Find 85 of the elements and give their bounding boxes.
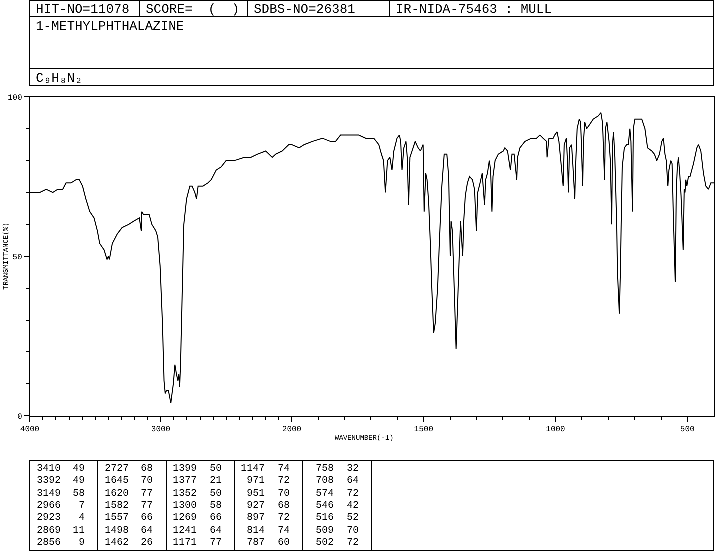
data-label: 11 <box>73 526 86 537</box>
category-label: 1171 <box>173 538 198 549</box>
text: HIT-NO=11078 <box>36 2 130 17</box>
category-label: 2869 <box>37 526 62 537</box>
category-label: 1377 <box>173 476 198 487</box>
category-label: 814 <box>247 526 266 537</box>
x-tick-label: 1500 <box>414 426 434 435</box>
category-label: 1557 <box>105 513 130 524</box>
y-tick-label: 50 <box>12 253 23 262</box>
category-label: 758 <box>316 464 334 475</box>
data-label: 52 <box>347 513 360 524</box>
data-label: 32 <box>347 464 360 475</box>
data-label: 72 <box>347 538 360 549</box>
category-label: 1241 <box>173 526 198 537</box>
y-tick-label: 100 <box>8 94 23 103</box>
data-label: 77 <box>141 501 154 512</box>
category-label: 1498 <box>105 526 130 537</box>
category-label: 2727 <box>105 464 130 475</box>
category-label: 1582 <box>105 501 130 512</box>
data-label: 26 <box>141 538 154 549</box>
category-label: 2966 <box>37 501 62 512</box>
x-tick-label: 2000 <box>282 426 302 435</box>
data-label: 42 <box>347 501 360 512</box>
category-label: 3392 <box>37 476 62 487</box>
x-tick-label: 500 <box>680 426 696 435</box>
category-label: 516 <box>316 513 334 524</box>
x-tick-label: 1000 <box>546 426 566 435</box>
category-label: 574 <box>316 489 334 500</box>
category-label: 3410 <box>37 464 62 475</box>
data-label: 72 <box>278 476 290 487</box>
data-label: 70 <box>278 489 290 500</box>
category-label: 971 <box>247 476 266 487</box>
data-label: 50 <box>210 464 222 475</box>
category-label: 787 <box>247 538 266 549</box>
y-tick-label: 0 <box>18 412 23 422</box>
category-label: 2923 <box>37 513 62 524</box>
category-label: 1462 <box>105 538 130 549</box>
data-label: 70 <box>141 476 154 487</box>
category-label: 1399 <box>173 464 198 475</box>
data-label: 64 <box>210 526 222 537</box>
data-label: 49 <box>73 464 86 475</box>
data-label: 70 <box>347 526 360 537</box>
data-label: 74 <box>278 526 290 537</box>
category-label: 502 <box>316 538 334 549</box>
text: SDBS-NO=26381 <box>254 2 356 17</box>
data-label: 21 <box>210 476 222 487</box>
category-label: 1620 <box>105 489 130 500</box>
data-label: 64 <box>347 476 360 487</box>
data-label: 66 <box>141 513 154 524</box>
data-label: 7 <box>79 501 86 512</box>
data-label: 66 <box>210 513 222 524</box>
data-label: 64 <box>141 526 154 537</box>
data-label: 68 <box>278 501 290 512</box>
data-label: 58 <box>210 501 222 512</box>
data-label: 77 <box>210 538 222 549</box>
category-label: 1645 <box>105 476 130 487</box>
data-label: 60 <box>278 538 290 549</box>
data-label: 9 <box>79 538 86 549</box>
category-label: 1352 <box>173 489 198 500</box>
category-label: 1269 <box>173 513 198 524</box>
category-label: 546 <box>316 501 334 512</box>
category-label: 927 <box>247 501 266 512</box>
category-label: 2856 <box>37 538 62 549</box>
data-label: 77 <box>141 489 154 500</box>
category-label: 708 <box>316 476 334 487</box>
text: IR-NIDA-75463 : MULL <box>396 2 552 17</box>
data-label: 68 <box>141 464 154 475</box>
data-label: 72 <box>278 513 290 524</box>
data-label: 72 <box>347 489 360 500</box>
data-label: 49 <box>73 476 86 487</box>
category-label: 1147 <box>241 464 266 475</box>
data-label: 4 <box>79 513 86 524</box>
category-label: 951 <box>247 489 266 500</box>
data-label: 74 <box>278 464 290 475</box>
chart-subtitle: C₉H₈N₂ <box>36 71 83 86</box>
text: SCORE= ( ) <box>146 2 240 17</box>
chart-title: 1-METHYLPHTHALAZINE <box>36 19 184 34</box>
data-label: 58 <box>73 489 86 500</box>
category-label: 3149 <box>37 489 62 500</box>
category-label: 1300 <box>173 501 198 512</box>
x-tick-label: 3000 <box>151 426 171 435</box>
category-label: 509 <box>316 526 334 537</box>
x-tick-label: 4000 <box>20 426 40 435</box>
data-label: 50 <box>210 489 222 500</box>
category-label: 897 <box>247 513 266 524</box>
